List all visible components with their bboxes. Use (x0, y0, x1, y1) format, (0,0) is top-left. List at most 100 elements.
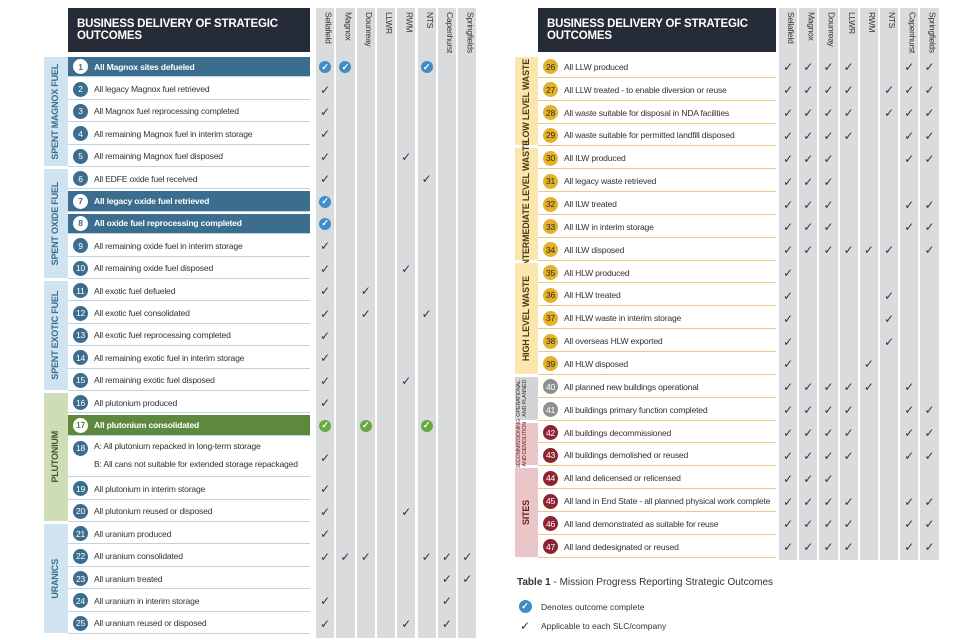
check-icon: ✓ (462, 572, 473, 587)
outcome-number-badge: 30 (543, 150, 558, 166)
right-column-bg (799, 8, 818, 560)
complete-circle-icon: ✓ (418, 56, 436, 78)
outcome-number-badge: 3 (73, 103, 88, 119)
check-icon: ✓ (320, 82, 331, 97)
right-column-header-springfields: Springfields (927, 12, 938, 53)
left-column-bg (316, 8, 335, 638)
check-icon: ✓ (320, 351, 331, 366)
outcome-text: All land delicensed or relicensed (564, 473, 681, 483)
outcome-label: All buildings demolished or reused (564, 450, 689, 461)
check-icon: ✓ (340, 549, 351, 564)
outcome-label: All uranium consolidated (94, 551, 183, 562)
outcome-label: All uranium treated (94, 573, 163, 584)
outcome-label: All exotic fuel consolidated (94, 308, 190, 319)
outcome-row-21: 21 All uranium produced (68, 524, 310, 545)
right-column-bg (900, 8, 919, 560)
check-icon: ✓ (843, 60, 854, 75)
outcome-number-badge: 8 (73, 215, 88, 231)
outcome-text: All EDFE oxide fuel received (94, 174, 198, 184)
check-icon: ✓ (904, 83, 915, 98)
check-icon: ✓ (783, 243, 794, 258)
outcome-label: All plutonium in interim storage (94, 483, 206, 494)
outcome-text: All Magnox sites defueled (94, 62, 195, 72)
right-column-bg (779, 8, 798, 560)
check-icon: ✓ (783, 151, 794, 166)
check-icon: ✓ (843, 83, 854, 98)
outcome-row-30: 30 All ILW produced (538, 148, 776, 170)
outcome-label: All HLW disposed (564, 358, 628, 369)
right-column-header-rwm: RWM (866, 12, 877, 33)
check-icon: ✓ (320, 482, 331, 497)
complete-circle-icon: ✓ (316, 213, 334, 235)
check-icon: ✓ (803, 494, 814, 509)
outcome-row-9: 9 All remaining oxide fuel in interim sto… (68, 236, 310, 257)
check-icon: ✓ (320, 594, 331, 609)
check-icon: ✓ (884, 83, 895, 98)
check-icon: ✓ (924, 197, 935, 212)
check-icon: ✓ (421, 172, 432, 187)
outcome-text: All buildings primary function completed (564, 405, 708, 415)
check-icon: ✓ (783, 83, 794, 98)
check-icon: ✓ (823, 403, 834, 418)
check-icon: ✓ (320, 527, 331, 542)
check-icon: ✓ (320, 373, 331, 388)
check-icon: ✓ (783, 174, 794, 189)
outcome-number-badge: 13 (73, 327, 88, 343)
section-label: SITES (520, 499, 531, 525)
check-icon: ✓ (884, 106, 895, 121)
outcome-text: All remaining oxide fuel disposed (94, 263, 213, 273)
outcome-row-7: 7 All legacy oxide fuel retrieved (68, 191, 310, 212)
check-icon: ✓ (360, 284, 371, 299)
left-section-uranics: URANICS (44, 524, 68, 634)
check-icon: ✓ (823, 197, 834, 212)
check-icon: ✓ (441, 549, 452, 564)
outcome-row-46: 46 All land demonstrated as suitable for … (538, 514, 776, 535)
right-section-intermediate-level-waste: INTERMEDIATE LEVEL WASTE (515, 140, 538, 268)
left-section-spent-magnox-fuel: SPENT MAGNOX FUEL (44, 57, 68, 166)
outcome-row-23: 23 All uranium treated (68, 569, 310, 590)
left-column-bg (376, 8, 396, 638)
outcome-row-17: 17 All plutonium consolidated (68, 415, 310, 436)
check-icon: ✓ (843, 494, 854, 509)
check-icon: ✓ (803, 243, 814, 258)
outcome-number-badge: 11 (73, 283, 88, 299)
outcome-label: All overseas HLW exported (564, 336, 663, 347)
complete-circle-icon: ✓ (316, 56, 334, 78)
outcome-row-3: 3 All Magnox fuel reprocessing completed (68, 102, 310, 123)
check-icon: ✓ (320, 328, 331, 343)
outcome-label: All uranium in interim storage (94, 595, 200, 606)
outcome-text: All legacy oxide fuel retrieved (94, 196, 209, 206)
outcome-text: All remaining exotic fuel in interim sto… (94, 353, 244, 363)
outcome-number-badge: 14 (73, 350, 88, 366)
outcome-label: All legacy waste retrieved (564, 176, 657, 187)
outcome-text: All exotic fuel consolidated (94, 308, 190, 318)
check-icon: ✓ (783, 266, 794, 281)
outcome-text: All remaining oxide fuel in interim stor… (94, 241, 243, 251)
outcome-row-41: 41 All buildings primary function complet… (538, 400, 776, 421)
check-icon: ✓ (401, 149, 412, 164)
outcome-number-badge: 34 (543, 242, 558, 258)
outcome-text: All remaining exotic fuel disposed (94, 375, 215, 385)
complete-circle-icon: ✓ (418, 414, 436, 436)
outcome-number-badge: 4 (73, 126, 88, 142)
check-icon: ✓ (783, 540, 794, 555)
check-icon: ✓ (783, 220, 794, 235)
outcome-number-badge: 44 (543, 470, 558, 486)
check-icon: ✓ (320, 549, 331, 564)
left-table-header: BUSINESS DELIVERY OF STRATEGIC OUTCOMES (68, 8, 310, 52)
left-column-header-dounreay: Dounreay (363, 12, 374, 47)
outcome-label: All plutonium consolidated (94, 420, 200, 431)
check-icon: ✓ (823, 494, 834, 509)
outcome-row-32: 32 All ILW treated (538, 194, 776, 215)
outcome-number-badge: 15 (73, 372, 88, 388)
outcome-row-29: 29 All waste suitable for permitted landf… (538, 126, 776, 147)
outcome-text: All buildings decommissioned (564, 428, 671, 438)
left-column-bg (437, 8, 457, 638)
outcome-label: All plutonium produced (94, 397, 178, 408)
check-icon: ✓ (320, 616, 331, 631)
right-section-decommissioning-and-demolition: DECOMMISSIONING AND DEMOLITION (515, 419, 538, 469)
outcome-label: A: All plutonium repacked in long-term s… (94, 440, 261, 451)
outcome-row-4: 4 All remaining Magnox fuel in interim st… (68, 124, 310, 145)
check-icon: ✓ (863, 243, 874, 258)
